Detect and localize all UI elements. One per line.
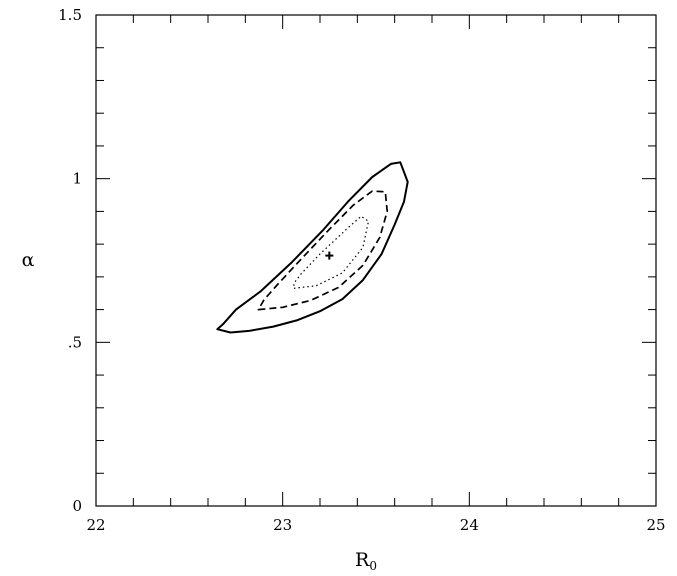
y-tick-label: 1.5 xyxy=(58,6,82,24)
y-tick-label: 0 xyxy=(72,497,82,515)
y-axis-title: α xyxy=(22,249,35,271)
tick-marks xyxy=(95,14,657,507)
contour-dotted xyxy=(293,215,370,289)
x-tick-label: 25 xyxy=(646,516,665,534)
contour-lines xyxy=(216,161,409,334)
x-axis-title-main: R xyxy=(355,549,370,571)
best-fit-marker xyxy=(325,251,334,260)
contour-solid xyxy=(216,161,409,334)
x-tick-label: 23 xyxy=(273,516,292,534)
x-axis-title-subscript: 0 xyxy=(369,559,377,573)
x-tick-label: 24 xyxy=(460,516,479,534)
x-tick-label: 22 xyxy=(86,516,105,534)
y-tick-label: 1 xyxy=(72,170,82,188)
y-tick-label: .5 xyxy=(68,333,82,351)
plot-frame xyxy=(95,14,657,507)
x-axis-title: R0 xyxy=(355,549,377,573)
tick-labels: 22 23 24 25 0 .5 1 1.5 xyxy=(58,6,665,534)
contour-dashed xyxy=(257,190,389,311)
